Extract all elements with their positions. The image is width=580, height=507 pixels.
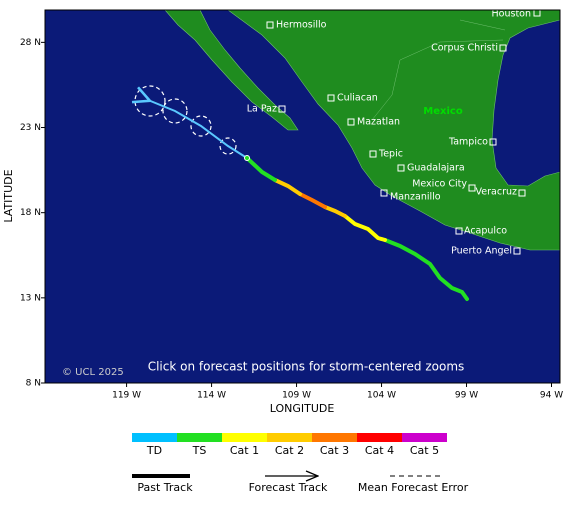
forecast-error-cones[interactable] xyxy=(134,85,237,155)
country-label: Mexico xyxy=(423,106,463,117)
intensity-swatch xyxy=(177,433,222,442)
city-marker xyxy=(533,10,541,17)
legend-label: TD xyxy=(146,444,162,457)
x-tick-label: 114 W xyxy=(197,391,226,401)
city-label: Hermosillo xyxy=(276,20,327,31)
city-marker xyxy=(489,138,497,146)
track-cat2 xyxy=(273,178,302,196)
legend-label: Cat 2 xyxy=(275,444,304,457)
y-tick-label: 8 N xyxy=(26,379,41,389)
legend-label: Cat 5 xyxy=(410,444,439,457)
error-circle[interactable] xyxy=(134,85,166,117)
city-label: Culiacan xyxy=(337,93,378,104)
x-tick-label: 119 W xyxy=(112,391,141,401)
legend-label: Cat 3 xyxy=(320,444,349,457)
track-ts xyxy=(383,238,469,301)
legend: Past Track Forecast Track Mean Forecast … xyxy=(132,433,469,494)
x-tick-label: 109 W xyxy=(282,391,311,401)
city-marker xyxy=(266,21,274,29)
x-tick-label: 94 W xyxy=(540,391,563,401)
track-cat2 xyxy=(323,205,347,218)
city-label: La Paz xyxy=(247,104,277,115)
intensity-swatch xyxy=(132,433,177,442)
city-marker xyxy=(518,189,526,197)
city-label: Manzanillo xyxy=(390,192,441,203)
city-marker xyxy=(513,247,521,255)
intensity-swatch xyxy=(267,433,312,442)
error-circle[interactable] xyxy=(190,115,212,137)
city-label: Tepic xyxy=(378,149,403,160)
city-markers xyxy=(266,10,541,255)
city-label: Corpus Christi xyxy=(431,43,498,54)
x-axis-title: LONGITUDE xyxy=(270,402,335,415)
city-marker xyxy=(369,150,377,158)
past-track xyxy=(245,156,469,301)
city-marker xyxy=(347,118,355,126)
city-marker xyxy=(455,227,463,235)
intensity-swatch xyxy=(222,433,267,442)
city-label: Veracruz xyxy=(476,187,517,198)
city-marker xyxy=(327,94,335,102)
y-tick-label: 28 N xyxy=(20,38,41,48)
x-tick-label: 104 W xyxy=(367,391,396,401)
legend-label: Cat 1 xyxy=(230,444,259,457)
mainland xyxy=(227,10,560,251)
track-cat1 xyxy=(343,214,387,242)
city-label: Houston xyxy=(492,9,531,20)
city-marker xyxy=(397,164,405,172)
legend-label: Cat 4 xyxy=(365,444,394,457)
track-cat3 xyxy=(298,192,327,209)
y-tick-label: 13 N xyxy=(20,293,41,303)
error-circle[interactable] xyxy=(162,98,188,124)
city-label: Mazatlan xyxy=(357,117,400,128)
city-label: Tampico xyxy=(448,137,488,148)
intensity-swatch xyxy=(312,433,357,442)
x-tick-label: 99 W xyxy=(455,391,478,401)
baja-peninsula xyxy=(164,10,299,131)
hint: Click on forecast positions for storm-ce… xyxy=(148,360,465,374)
intensity-swatch xyxy=(357,433,402,442)
city-label: Acapulco xyxy=(464,226,507,237)
intensity-swatch xyxy=(402,433,447,442)
map-frame xyxy=(44,9,561,384)
city-marker xyxy=(380,189,388,197)
borders xyxy=(371,19,506,121)
copyright: © UCL 2025 xyxy=(62,367,124,378)
legend-label: Forecast Track xyxy=(249,481,328,494)
city-label: Mexico City xyxy=(412,179,467,190)
legend-label: Past Track xyxy=(137,481,193,494)
error-circle[interactable] xyxy=(219,137,237,155)
y-tick-label: 23 N xyxy=(20,123,41,133)
legend-label: Mean Forecast Error xyxy=(358,481,469,494)
city-label: Guadalajara xyxy=(407,163,465,174)
city-marker xyxy=(499,44,507,52)
legend-label: TS xyxy=(192,444,207,457)
city-label: Puerto Angel xyxy=(451,246,512,257)
city-marker xyxy=(468,184,476,192)
city-marker xyxy=(278,105,286,113)
map-area[interactable]: Houston Hermosillo Corpus Christi Culiac… xyxy=(45,9,560,384)
current-position[interactable] xyxy=(244,155,250,161)
y-axis-title: LATITUDE xyxy=(2,169,15,222)
track-ts xyxy=(245,156,277,182)
forecast-track xyxy=(148,100,248,159)
y-tick-label: 18 N xyxy=(20,208,41,218)
